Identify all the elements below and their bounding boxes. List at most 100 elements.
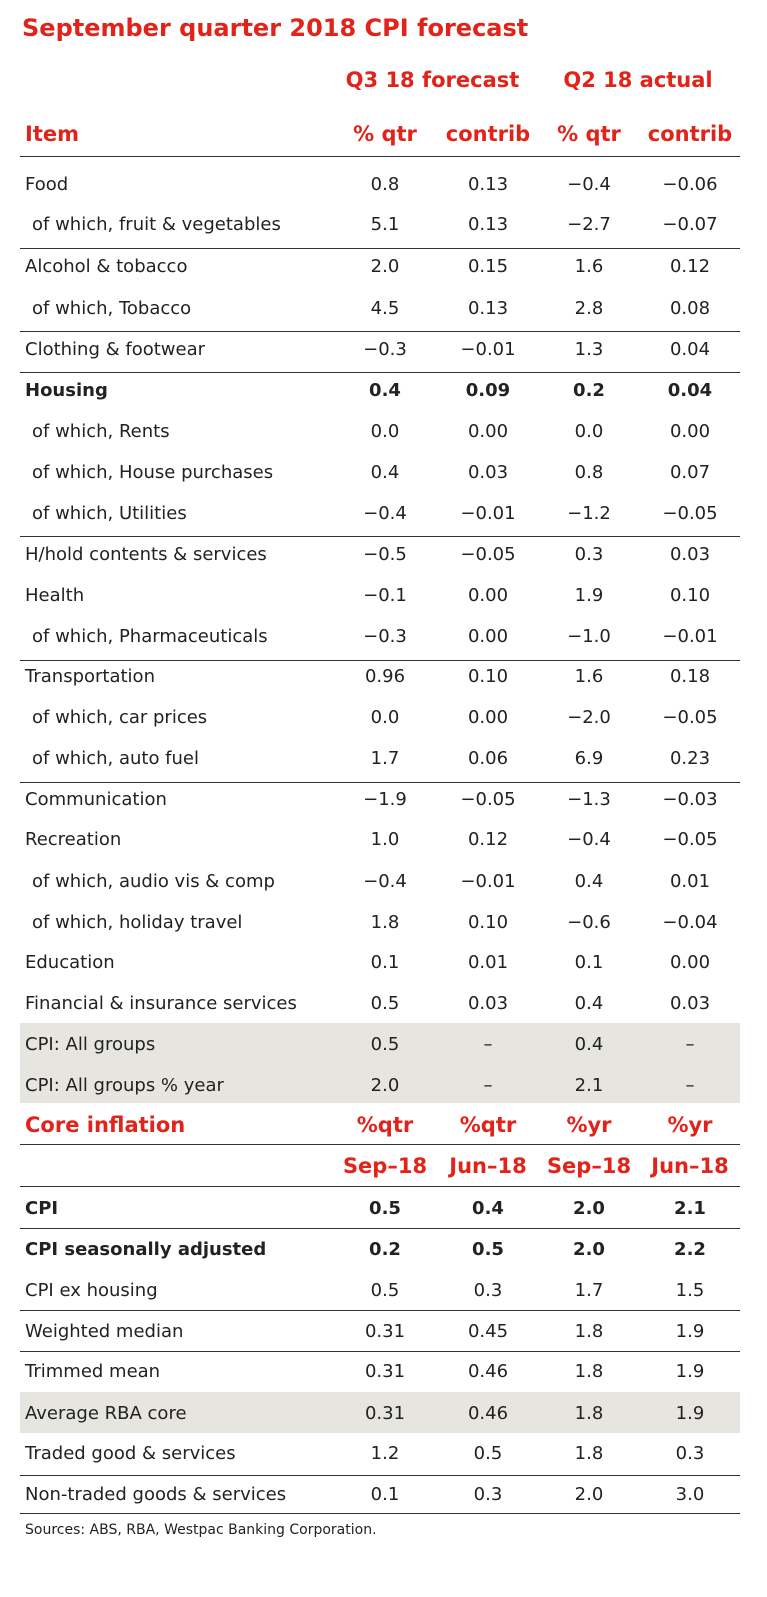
row-value: 0.4	[574, 993, 604, 1014]
row-label: CPI seasonally adjusted	[25, 1239, 267, 1260]
row-value: 0.04	[669, 339, 711, 360]
row-value: 2.1	[574, 1075, 604, 1096]
row-value: −2.7	[567, 214, 611, 235]
row-value: 0.4	[370, 462, 400, 483]
row-divider	[20, 248, 740, 249]
row-value: 0.46	[467, 1361, 509, 1382]
row-value: 1.6	[574, 666, 604, 687]
row-value: 1.9	[675, 1361, 705, 1382]
row-value: −0.03	[662, 789, 718, 810]
row-value: 0.5	[370, 993, 400, 1014]
row-value: 0.00	[467, 421, 509, 442]
row-value: 4.5	[370, 298, 400, 319]
core-column-header: %qtr	[459, 1113, 517, 1137]
row-value: 2.2	[674, 1239, 706, 1260]
row-value: 2.1	[674, 1198, 706, 1219]
row-label: of which, Tobacco	[32, 298, 192, 319]
row-label: Weighted median	[25, 1321, 184, 1342]
row-value: 0.01	[669, 871, 711, 892]
row-value: −0.05	[662, 707, 718, 728]
row-value: 1.0	[370, 829, 400, 850]
row-value: −1.3	[567, 789, 611, 810]
row-value: −0.4	[567, 174, 611, 195]
shaded-band	[20, 1023, 740, 1103]
row-value: 2.8	[574, 298, 604, 319]
row-label: Recreation	[25, 829, 122, 850]
row-divider	[20, 331, 740, 332]
column-header: contrib	[445, 122, 531, 146]
row-value: 0.3	[574, 544, 604, 565]
actual-group-header: Q2 18 actual	[563, 68, 713, 92]
row-label: of which, fruit & vegetables	[32, 214, 281, 235]
row-value: 0.13	[467, 214, 509, 235]
row-label: Alcohol & tobacco	[25, 256, 188, 277]
row-divider	[20, 1475, 740, 1476]
column-header: % qtr	[353, 122, 417, 146]
row-value: 0.5	[473, 1443, 503, 1464]
forecast-group-header: Q3 18 forecast	[345, 68, 520, 92]
row-value: 1.7	[574, 1280, 604, 1301]
row-label: CPI: All groups % year	[25, 1075, 224, 1096]
shaded-band	[20, 1392, 740, 1433]
row-value: 2.0	[573, 1198, 605, 1219]
row-value: 0.2	[573, 380, 605, 401]
row-value: –	[483, 1075, 493, 1096]
row-value: −0.6	[567, 912, 611, 933]
row-divider	[20, 1186, 740, 1187]
row-value: 0.09	[465, 380, 511, 401]
core-period: Sep–18	[546, 1154, 632, 1178]
row-value: 0.00	[669, 952, 711, 973]
row-label: of which, car prices	[32, 707, 208, 728]
row-value: 0.0	[370, 707, 400, 728]
row-label: Traded good & services	[25, 1443, 236, 1464]
row-value: 0.96	[364, 666, 406, 687]
row-value: 0.15	[467, 256, 509, 277]
row-label: H/hold contents & services	[25, 544, 267, 565]
row-value: 0.07	[669, 462, 711, 483]
page-title: September quarter 2018 CPI forecast	[22, 14, 529, 42]
column-header: contrib	[647, 122, 733, 146]
row-value: 0.10	[467, 912, 509, 933]
row-label: of which, holiday travel	[32, 912, 243, 933]
row-value: 0.03	[467, 462, 509, 483]
row-label: Food	[25, 174, 69, 195]
row-value: 0.46	[467, 1403, 509, 1424]
row-value: −0.3	[363, 339, 407, 360]
row-label: Transportation	[25, 666, 155, 687]
row-value: 0.03	[669, 544, 711, 565]
row-value: 0.3	[675, 1443, 705, 1464]
row-value: −0.04	[662, 912, 718, 933]
row-value: 0.5	[370, 1034, 400, 1055]
row-value: 0.5	[370, 1280, 400, 1301]
row-value: −0.01	[460, 503, 516, 524]
row-value: 0.00	[467, 707, 509, 728]
row-label: Health	[25, 585, 85, 606]
row-value: −0.01	[460, 871, 516, 892]
row-divider	[20, 1228, 740, 1229]
row-value: 1.8	[574, 1321, 604, 1342]
row-value: −0.01	[460, 339, 516, 360]
row-value: 0.8	[574, 462, 604, 483]
row-divider	[20, 1513, 740, 1514]
row-value: −0.06	[662, 174, 718, 195]
row-value: 3.0	[675, 1484, 705, 1505]
row-label: Financial & insurance services	[25, 993, 297, 1014]
row-value: −0.4	[567, 829, 611, 850]
row-value: 0.3	[473, 1280, 503, 1301]
row-value: −0.05	[460, 789, 516, 810]
row-value: 1.6	[574, 256, 604, 277]
row-value: 1.5	[675, 1280, 705, 1301]
row-value: −0.4	[363, 503, 407, 524]
row-label: Non-traded goods & services	[25, 1484, 287, 1505]
row-label: CPI ex housing	[25, 1280, 158, 1301]
row-label: of which, audio vis & comp	[32, 871, 275, 892]
row-divider	[20, 536, 740, 537]
row-value: 2.0	[573, 1239, 605, 1260]
row-value: 0.31	[364, 1321, 406, 1342]
row-value: 0.5	[369, 1198, 401, 1219]
row-value: 1.8	[574, 1443, 604, 1464]
row-value: 1.3	[574, 339, 604, 360]
core-column-header: Core inflation	[25, 1113, 186, 1137]
row-value: 0.4	[574, 871, 604, 892]
row-value: –	[685, 1034, 695, 1055]
